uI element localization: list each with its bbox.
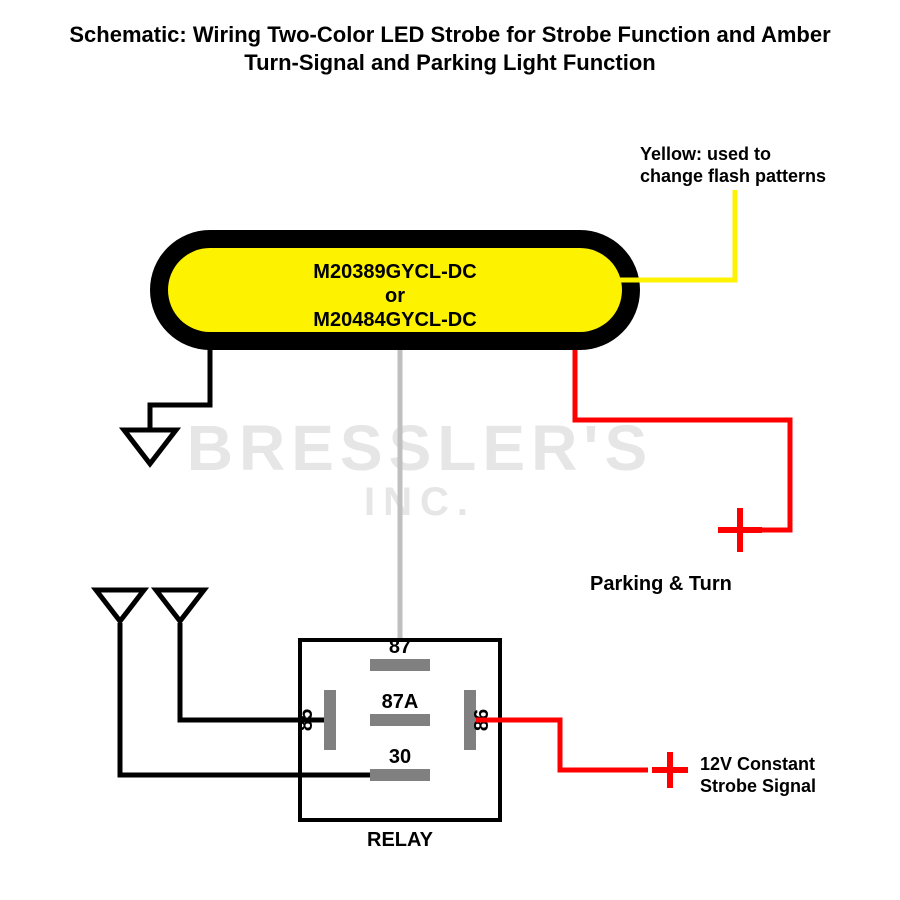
relay-pin-87-bar bbox=[370, 659, 430, 671]
relay-pin-87-label: 87 bbox=[389, 636, 411, 658]
relay-pin-87a-label: 87A bbox=[382, 691, 419, 713]
strobe-label-2: Strobe Signal bbox=[700, 776, 816, 796]
relay-pin-85-bar bbox=[324, 690, 336, 750]
relay-label: RELAY bbox=[367, 829, 434, 851]
led-label-3: M20484GYCL-DC bbox=[313, 309, 476, 331]
relay-pin-30-bar bbox=[370, 769, 430, 781]
title-line2: Turn-Signal and Parking Light Function bbox=[244, 50, 655, 75]
yellow-label-2: change flash patterns bbox=[640, 166, 826, 186]
title-line1: Schematic: Wiring Two-Color LED Strobe f… bbox=[69, 22, 831, 47]
led-label-1: M20389GYCL-DC bbox=[313, 261, 476, 283]
parking-label: Parking & Turn bbox=[590, 573, 732, 595]
strobe-label-1: 12V Constant bbox=[700, 754, 815, 774]
relay-pin-30-label: 30 bbox=[389, 746, 411, 768]
relay-pin-87a-bar bbox=[370, 714, 430, 726]
yellow-label-1: Yellow: used to bbox=[640, 144, 771, 164]
watermark-1: BRESSLER'S bbox=[187, 412, 653, 484]
watermark-2: INC. bbox=[364, 480, 476, 524]
led-label-2: or bbox=[385, 285, 405, 307]
